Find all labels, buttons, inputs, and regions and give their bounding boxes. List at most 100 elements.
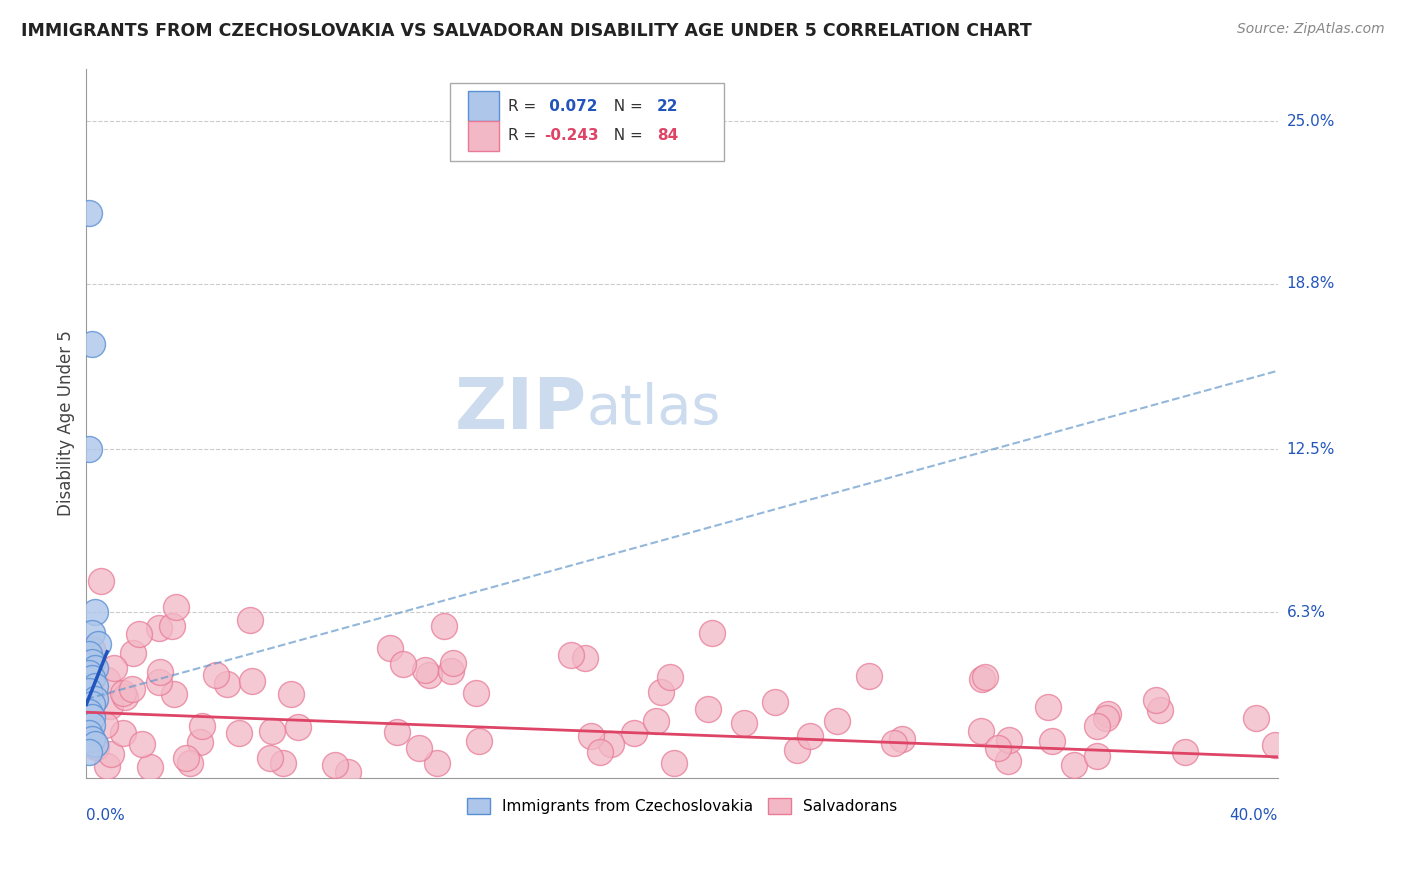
Point (659, 670, 682, 684)
Point (883, 736, 905, 750)
Point (579, 729, 602, 743)
Point (786, 743, 808, 757)
Point (228, 726, 250, 740)
Point (77, 665, 100, 680)
Point (163, 687, 186, 701)
Point (121, 682, 143, 697)
Text: 12.5%: 12.5% (1286, 442, 1334, 457)
Point (413, 663, 436, 677)
Point (148, 675, 170, 690)
Point (239, 613, 262, 627)
Point (1085, 719, 1108, 733)
Point (82, 626, 104, 640)
Point (77, 745, 100, 759)
Point (1038, 699, 1060, 714)
Point (87, 637, 110, 651)
Point (323, 757, 346, 772)
Point (160, 618, 183, 632)
Point (100, 747, 122, 761)
Text: -0.243: -0.243 (544, 128, 599, 144)
Point (336, 764, 359, 779)
Text: 40.0%: 40.0% (1230, 808, 1278, 823)
Point (84, 739, 107, 754)
Text: R =: R = (508, 128, 541, 144)
Point (77, 705, 100, 719)
FancyBboxPatch shape (450, 83, 724, 161)
Point (997, 733, 1019, 747)
Text: atlas: atlas (586, 382, 721, 436)
Point (103, 661, 125, 675)
Point (114, 690, 136, 705)
Point (112, 726, 135, 740)
Point (82, 710, 104, 724)
Point (191, 719, 214, 733)
Point (1040, 733, 1063, 747)
Point (588, 745, 610, 759)
Point (82, 718, 104, 732)
Point (188, 735, 211, 749)
Text: IMMIGRANTS FROM CZECHOSLOVAKIA VS SALVADORAN DISABILITY AGE UNDER 5 CORRELATION : IMMIGRANTS FROM CZECHOSLOVAKIA VS SALVAD… (21, 22, 1032, 40)
Point (82, 731, 104, 746)
Text: 6.3%: 6.3% (1286, 605, 1326, 620)
Point (280, 687, 302, 701)
Y-axis label: Disability Age Under 5: Disability Age Under 5 (58, 330, 75, 516)
Point (165, 600, 187, 615)
Point (84, 660, 107, 674)
Legend: Immigrants from Czechoslovakia, Salvadorans: Immigrants from Czechoslovakia, Salvador… (461, 792, 904, 820)
Point (148, 621, 170, 635)
Point (987, 740, 1010, 755)
Point (970, 724, 993, 739)
Point (240, 673, 263, 688)
Text: Source: ZipAtlas.com: Source: ZipAtlas.com (1237, 22, 1385, 37)
Point (179, 756, 201, 770)
Point (77, 442, 100, 457)
Text: 22: 22 (657, 99, 679, 113)
Point (700, 626, 723, 640)
Point (1264, 738, 1286, 752)
Point (997, 754, 1019, 768)
Text: R =: R = (508, 99, 541, 113)
Point (82, 656, 104, 670)
Point (77, 726, 100, 740)
Point (433, 618, 456, 632)
Point (112, 686, 135, 700)
Point (645, 714, 668, 728)
Point (733, 716, 755, 731)
Text: N =: N = (603, 99, 647, 113)
Text: N =: N = (603, 128, 647, 144)
Point (825, 714, 848, 728)
Point (974, 669, 997, 683)
Text: 0.0%: 0.0% (86, 808, 125, 823)
Point (468, 734, 491, 748)
Point (84, 737, 107, 751)
Point (1174, 745, 1197, 759)
FancyBboxPatch shape (468, 121, 499, 151)
Text: ZIP: ZIP (454, 375, 586, 443)
Point (82, 698, 104, 712)
Point (90, 574, 112, 588)
Text: 18.8%: 18.8% (1286, 277, 1334, 292)
Point (441, 656, 464, 670)
Point (96, 673, 118, 687)
Point (80, 642, 103, 657)
Point (215, 676, 238, 690)
Point (662, 756, 685, 770)
Point (1244, 711, 1267, 725)
Point (465, 686, 488, 700)
Point (128, 627, 150, 641)
Point (121, 646, 143, 660)
Point (82, 671, 104, 685)
Point (574, 651, 596, 665)
Point (426, 756, 449, 771)
Point (418, 668, 440, 682)
Point (385, 724, 408, 739)
Point (1087, 749, 1109, 764)
Point (891, 731, 914, 746)
Point (271, 756, 294, 771)
Point (858, 668, 880, 682)
Point (1095, 711, 1118, 725)
Point (259, 751, 281, 765)
Point (77, 684, 100, 698)
Point (1149, 702, 1171, 716)
Point (650, 685, 672, 699)
